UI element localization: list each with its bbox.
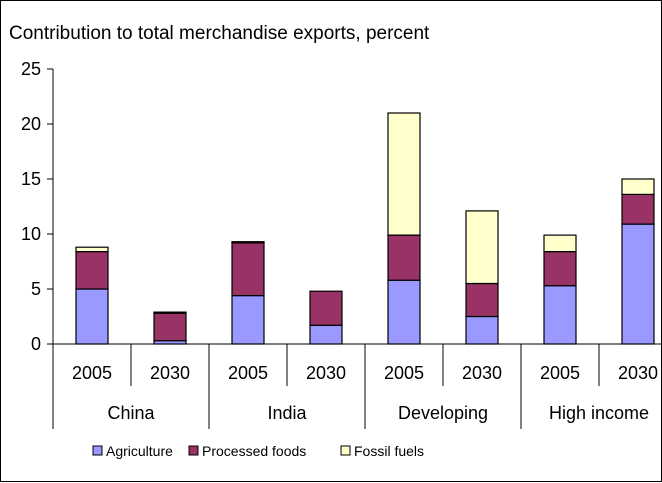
group-label: Developing bbox=[398, 403, 488, 423]
bar-segment-fossil-fuels bbox=[387, 112, 421, 236]
group-label: India bbox=[267, 403, 307, 423]
x-tick-label: 2005 bbox=[72, 363, 112, 383]
bar-segment-agriculture bbox=[621, 223, 655, 345]
bar-segment-fossil-fuels bbox=[543, 234, 577, 253]
x-tick-label: 2005 bbox=[540, 363, 580, 383]
bar-segment-processed-foods bbox=[621, 193, 655, 225]
x-tick-label: 2005 bbox=[228, 363, 268, 383]
bar-segment-agriculture bbox=[309, 324, 343, 345]
bar-segment-agriculture bbox=[543, 285, 577, 345]
legend-swatch-agriculture bbox=[92, 445, 103, 456]
x-axis: 2005 2030 2005 2030 2005 2030 2005 2030 China Ind… bbox=[52, 343, 662, 429]
bar-segment-agriculture bbox=[75, 288, 109, 345]
y-tick-label: 15 bbox=[21, 169, 41, 189]
x-tick-label: 2030 bbox=[306, 363, 346, 383]
x-tick-label: 2030 bbox=[150, 363, 190, 383]
x-tick-label: 2030 bbox=[618, 363, 658, 383]
bar-segment-agriculture bbox=[231, 295, 265, 345]
bars bbox=[75, 112, 655, 345]
y-tick-label: 0 bbox=[31, 334, 41, 354]
legend-label: Agriculture bbox=[106, 443, 173, 459]
chart-title: Contribution to total merchandise export… bbox=[9, 23, 430, 44]
legend: Agriculture Processed foods Fossil fuels bbox=[92, 443, 424, 459]
bar-segment-fossil-fuels bbox=[465, 210, 499, 285]
y-tick-label: 10 bbox=[21, 224, 41, 244]
bar-segment-processed-foods bbox=[543, 251, 577, 287]
bar-segment-fossil-fuels bbox=[153, 311, 187, 314]
bar-segment-processed-foods bbox=[465, 282, 499, 318]
y-tick-label: 5 bbox=[31, 279, 41, 299]
legend-swatch-processed-foods bbox=[188, 445, 199, 456]
legend-label: Processed foods bbox=[202, 443, 306, 459]
legend-label: Fossil fuels bbox=[354, 443, 424, 459]
axes: 0 5 10 15 20 25 bbox=[21, 59, 54, 354]
bar-segment-fossil-fuels bbox=[75, 246, 109, 253]
x-tick-label: 2005 bbox=[384, 363, 424, 383]
bar-segment-processed-foods bbox=[231, 242, 265, 297]
group-label: China bbox=[107, 403, 155, 423]
bar-segment-processed-foods bbox=[387, 234, 421, 281]
bar-segment-fossil-fuels bbox=[231, 241, 265, 244]
bar-segment-agriculture bbox=[387, 279, 421, 345]
x-tick-label: 2030 bbox=[462, 363, 502, 383]
y-tick-label: 25 bbox=[21, 59, 41, 79]
legend-swatch-fossil-fuels bbox=[340, 445, 351, 456]
bar-segment-processed-foods bbox=[153, 312, 187, 342]
bar-segment-fossil-fuels bbox=[621, 178, 655, 195]
y-tick-label: 20 bbox=[21, 114, 41, 134]
bar-segment-processed-foods bbox=[309, 290, 343, 326]
group-label: High income bbox=[549, 403, 649, 423]
bar-segment-processed-foods bbox=[75, 251, 109, 290]
bar-segment-agriculture bbox=[465, 315, 499, 345]
